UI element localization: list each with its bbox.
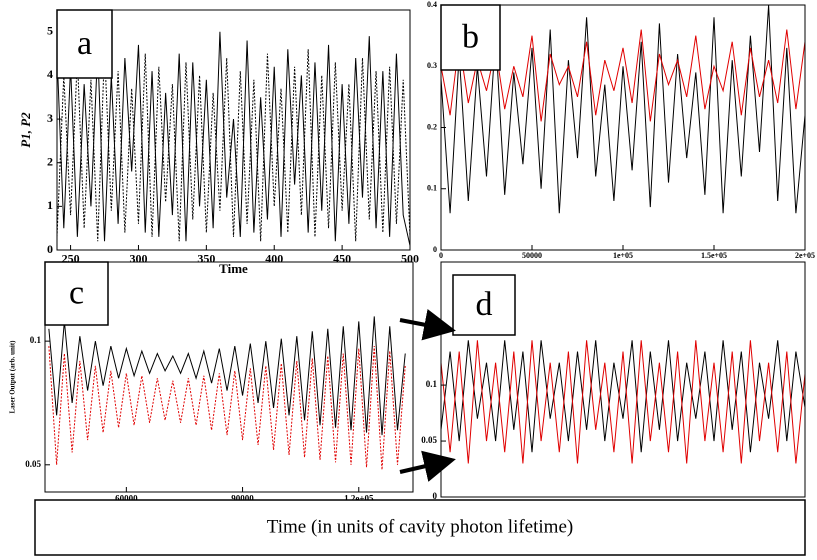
axes-frame (56, 9, 411, 251)
x-tick-label: 500 (401, 251, 419, 265)
data-line (441, 340, 805, 464)
x-tick-label: 450 (333, 251, 351, 265)
x-tick-label: 0 (439, 251, 443, 260)
panel-label: c (69, 274, 84, 311)
plot-area (48, 316, 406, 470)
y-tick-label: 0.3 (427, 61, 437, 70)
y-tick-label: 0 (47, 242, 53, 256)
plot-area (441, 340, 805, 464)
data-line (57, 31, 410, 246)
y-tick-label: 0.1 (427, 184, 437, 193)
panel-label: b (462, 18, 479, 55)
data-line (441, 340, 805, 453)
arrow (399, 450, 456, 482)
panel-label: a (77, 25, 92, 62)
x-tick-label: 350 (197, 251, 215, 265)
y-tick-label: 0.1 (426, 379, 438, 389)
y-tick-label: 3 (47, 111, 53, 125)
y-tick-label: 4 (47, 67, 53, 81)
data-line (441, 29, 805, 122)
data-line (48, 316, 406, 436)
y-tick-label: 0 (433, 491, 438, 501)
y-tick-label: 0.4 (427, 0, 437, 9)
y-tick-label: 0.05 (421, 435, 437, 445)
y-tick-label: 0 (433, 245, 437, 254)
x-tick-label: 400 (265, 251, 283, 265)
arrow (399, 309, 456, 341)
y-tick-label: 1 (47, 198, 53, 212)
y-tick-label: 0.2 (427, 122, 437, 131)
data-line (441, 5, 805, 214)
y-tick-label: 0.05 (25, 459, 41, 469)
y-axis-label: Laser Output (arb. unit) (9, 340, 17, 414)
x-tick-label: 1e+05 (613, 251, 633, 260)
caption-box (34, 499, 806, 556)
x-axis-label: Time (219, 261, 248, 276)
axes-frame (440, 261, 806, 498)
caption: Time (in units of cavity photon lifetime… (267, 516, 573, 537)
plot-area (57, 31, 410, 246)
panel-label-box (56, 9, 113, 79)
panel-label-box (440, 4, 501, 71)
x-tick-label: 300 (129, 251, 147, 265)
x-tick-label: 2e+05 (795, 251, 815, 260)
x-tick-label: 90000 (231, 493, 254, 503)
x-tick-label: 1.5e+05 (701, 251, 727, 260)
data-line (48, 346, 406, 470)
x-tick-label: 60000 (115, 493, 138, 503)
plot-area (441, 5, 805, 214)
y-tick-label: 2 (47, 154, 53, 168)
panel-label-box (44, 261, 109, 326)
x-tick-label: 1.2e+05 (344, 493, 374, 503)
y-axis-label: P1, P2 (18, 112, 33, 148)
y-tick-label: 0.1 (30, 335, 42, 345)
y-tick-label: 5 (47, 24, 53, 38)
x-tick-label: 50000 (522, 251, 542, 260)
panel-label: d (476, 286, 493, 323)
data-line (57, 49, 410, 242)
panel-label-box (452, 274, 516, 336)
axes-frame (44, 261, 414, 493)
